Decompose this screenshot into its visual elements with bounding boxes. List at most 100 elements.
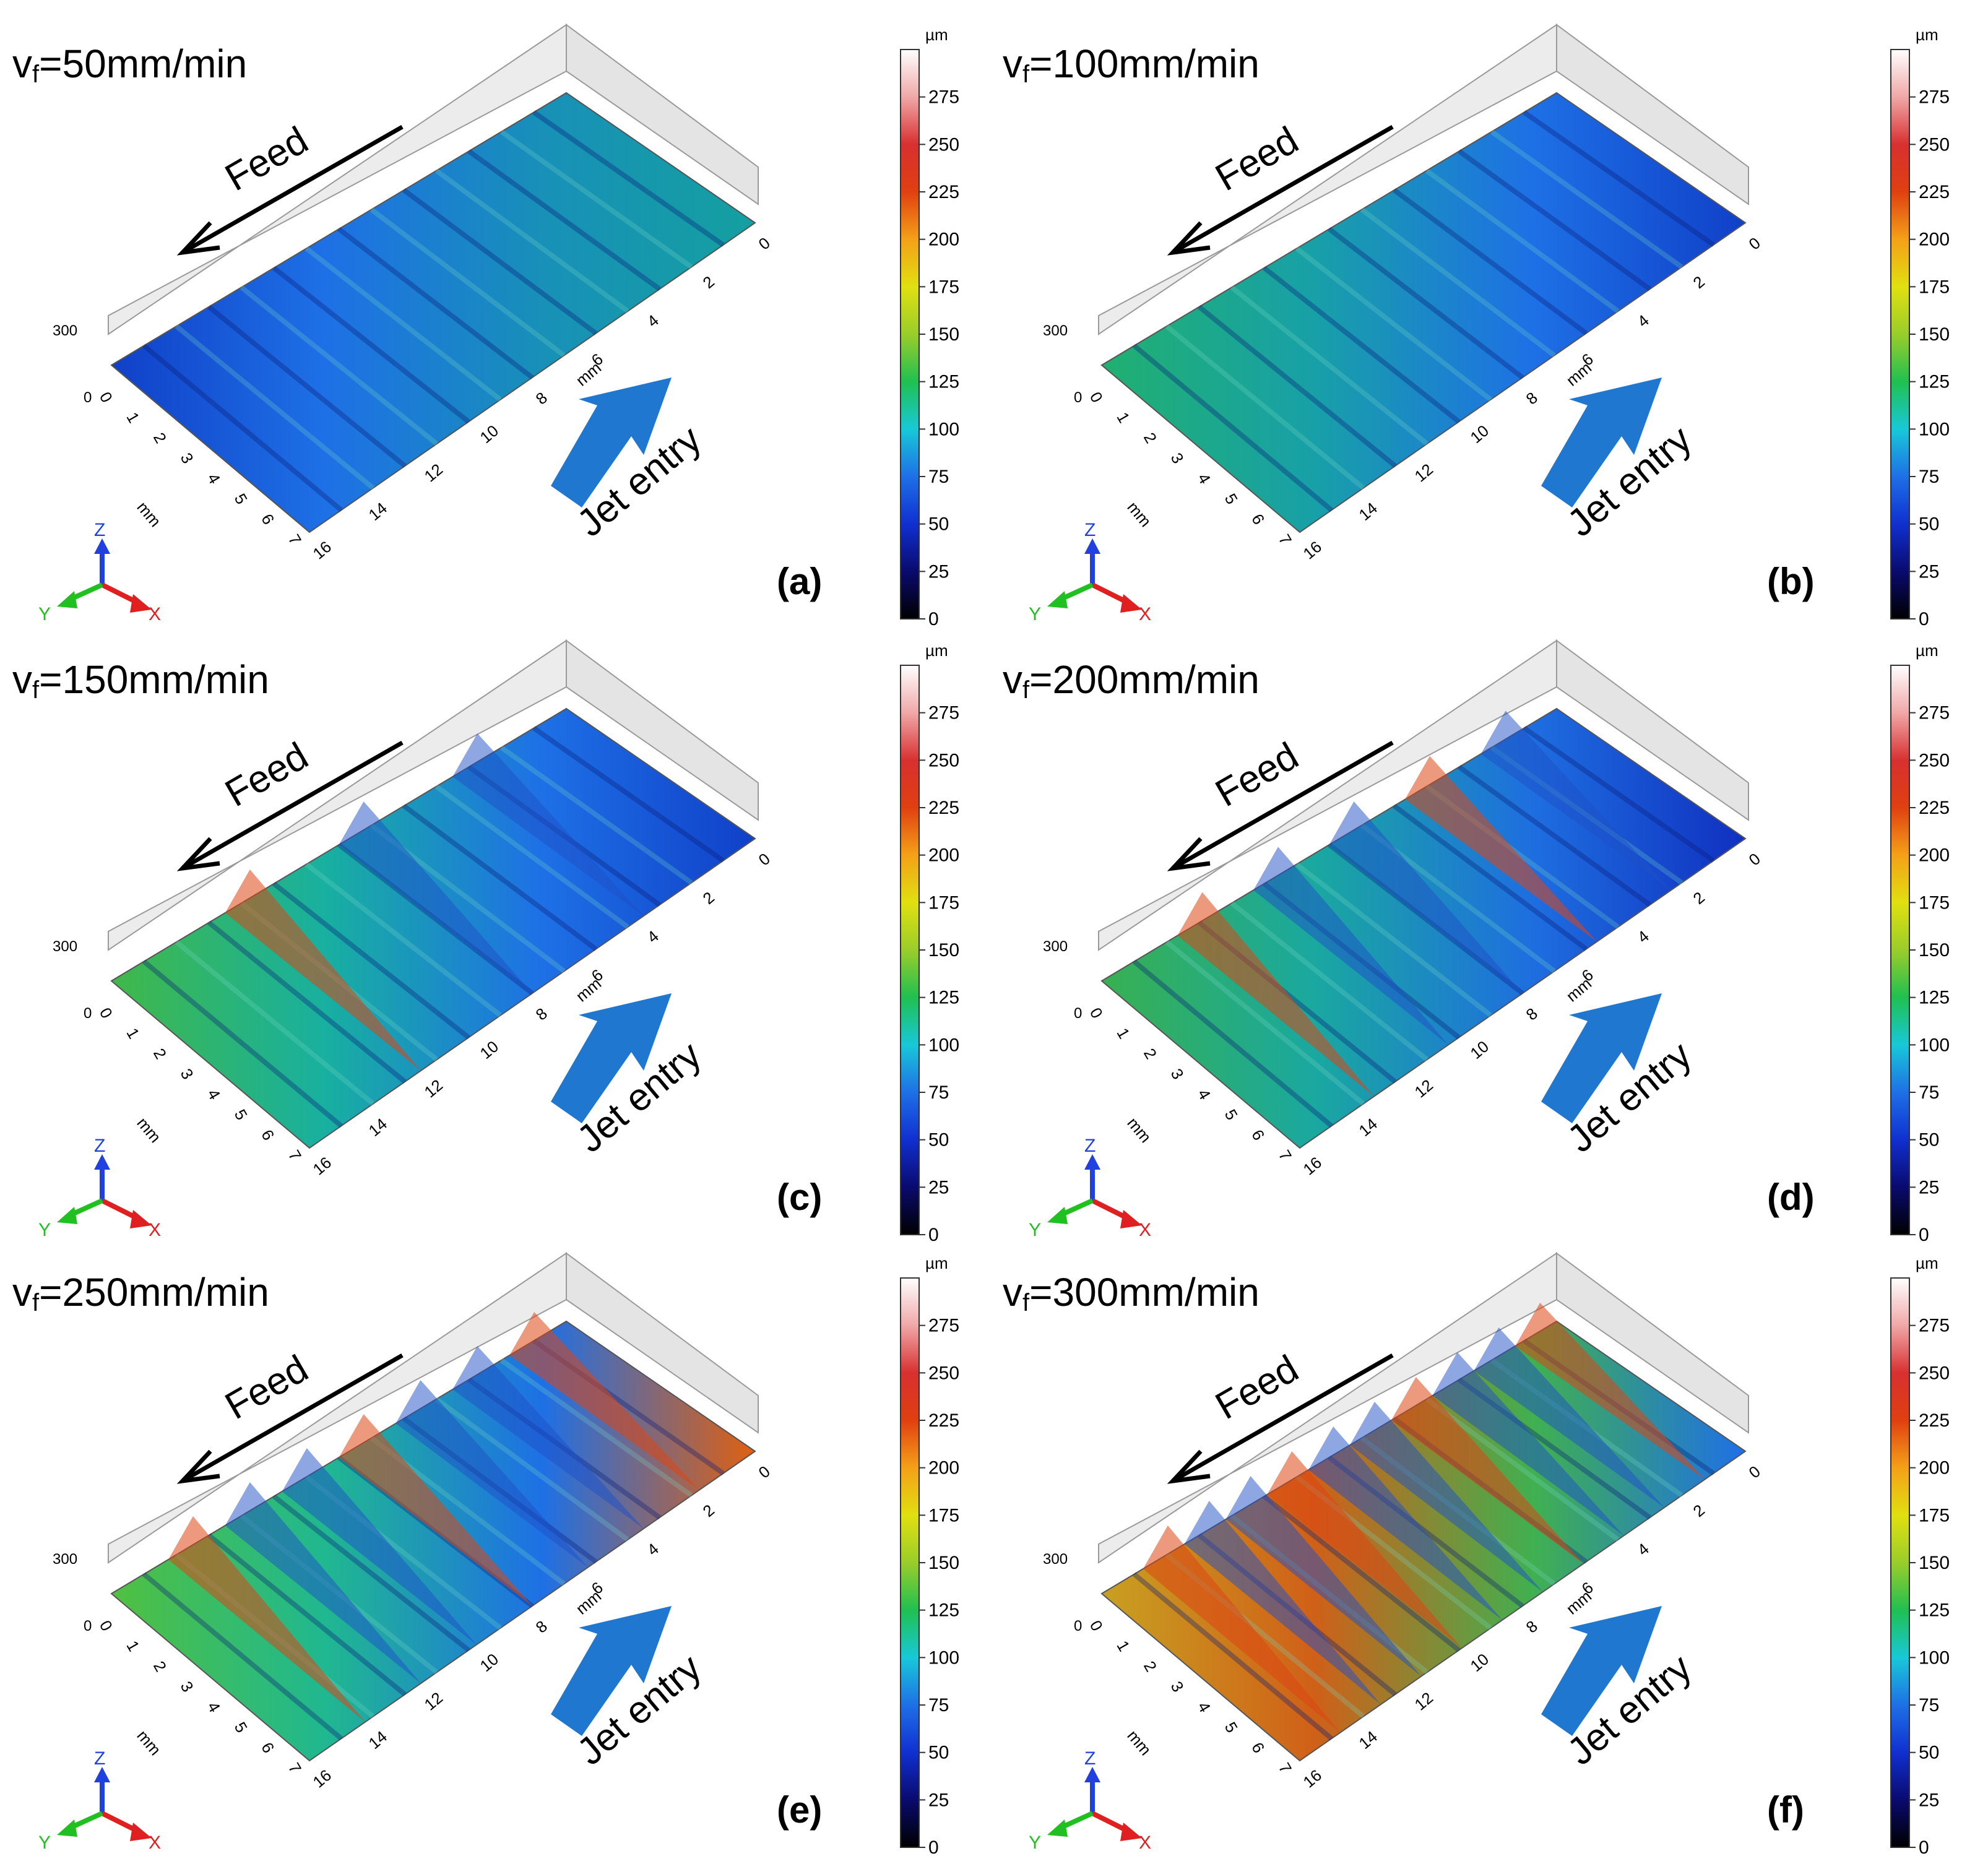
surface-peak	[282, 1448, 477, 1645]
panel-label: (a)	[777, 561, 822, 602]
surface-striation	[1393, 803, 1588, 951]
x-axis-letter: X	[1139, 1832, 1151, 1853]
back-wall-right	[566, 639, 759, 821]
feed-arrow-line	[184, 124, 404, 253]
x-axis-letter: X	[149, 1832, 161, 1853]
x-axis-tick: 16	[309, 1153, 335, 1179]
surface-striation	[467, 149, 662, 291]
surface-striation	[240, 285, 439, 446]
x-axis-tick: 16	[309, 1766, 335, 1792]
colorbar-unit: µm	[1916, 25, 1938, 44]
title-subscript: f	[32, 1289, 40, 1316]
colorbar-tick: 125	[1919, 988, 1950, 1008]
surface-striation	[142, 343, 343, 512]
panel-d: vf=200mm/min0246810121416mm01234567mm300…	[1003, 639, 1950, 1245]
colorbar-tick: 100	[1919, 1647, 1950, 1668]
y-axis-tick: 7	[1275, 531, 1295, 548]
x-axis-letter: X	[149, 1220, 161, 1240]
colorbar-tick: 0	[1919, 1837, 1929, 1858]
colorbar-tick: 250	[928, 1363, 959, 1383]
surface-striation	[402, 188, 598, 335]
surface-striation	[337, 227, 534, 380]
title-rest: =50mm/min	[39, 41, 247, 86]
y-axis-tick: 2	[150, 1658, 170, 1675]
jet-entry-arrow	[551, 993, 672, 1123]
y-axis-tick: 0	[1086, 1617, 1107, 1634]
feed-arrow-line	[184, 740, 404, 869]
x-axis-tick: 14	[1355, 499, 1381, 525]
z-axis-tick: 300	[53, 1551, 77, 1568]
surface-striation	[1132, 1572, 1333, 1741]
title-rest: =300mm/min	[1029, 1270, 1260, 1314]
x-axis-tick: 0	[755, 1462, 774, 1482]
z-axis-tick: 0	[1074, 1618, 1082, 1634]
colorbar-tick: 150	[1919, 940, 1950, 960]
colorbar-tick: 100	[928, 1035, 959, 1055]
z-axis-tick: 0	[84, 1005, 92, 1022]
colorbar-tick: 175	[1919, 1505, 1950, 1526]
panel-title: vf=250mm/min	[12, 1270, 269, 1316]
x-axis-tick: 8	[1523, 1004, 1541, 1024]
title-rest: =250mm/min	[39, 1270, 269, 1314]
panel-label: (c)	[777, 1176, 822, 1218]
y-axis-tick: 6	[257, 511, 278, 528]
y-axis-tick: 0	[1086, 1004, 1107, 1022]
x-axis-tick: 12	[421, 460, 446, 486]
title-subscript: f	[1022, 676, 1030, 704]
colorbar-tick: 50	[928, 514, 949, 535]
surface-striation	[1132, 343, 1333, 512]
colorbar-tick: 175	[1919, 277, 1950, 297]
surface	[110, 92, 756, 533]
title-rest: =200mm/min	[1029, 657, 1260, 702]
z-axis-tick: 300	[53, 322, 77, 339]
z-axis-tick: 0	[84, 389, 92, 406]
jet-entry-arrow	[551, 378, 672, 507]
surface-peak	[225, 1482, 421, 1683]
colorbar-tick: 0	[928, 609, 939, 629]
colorbar-tick: 275	[928, 1316, 959, 1336]
y-axis-tick: 3	[177, 1678, 197, 1696]
z-axis-letter: Z	[1084, 1748, 1096, 1769]
z-axis-arrow-head	[1084, 538, 1100, 554]
x-axis-tick: 10	[1467, 1650, 1492, 1676]
x-axis-tick: 10	[477, 1650, 502, 1676]
colorbar-tick: 75	[1919, 467, 1939, 487]
surface-striation	[1230, 901, 1429, 1062]
surface-peak	[1143, 1526, 1341, 1733]
colorbar-tick: 50	[1919, 514, 1939, 535]
y-axis-tick: 4	[1194, 1086, 1214, 1103]
colorbar-tick: 25	[1919, 1790, 1939, 1810]
y-axis-tick: 2	[1140, 1045, 1160, 1063]
x-axis-tick: 12	[1411, 1076, 1437, 1102]
y-axis-tick: 3	[1167, 1678, 1188, 1696]
surface-peak	[452, 1346, 644, 1529]
y-axis-letter: Y	[1029, 1220, 1041, 1240]
y-axis-arrow-head	[57, 1207, 77, 1224]
surface-striation	[142, 1572, 343, 1741]
y-axis-tick: 5	[1221, 1106, 1242, 1123]
colorbar-tick: 200	[928, 845, 959, 866]
surface-striation	[370, 207, 566, 358]
surface-striation	[1165, 324, 1365, 490]
y-axis-tick: 6	[257, 1126, 278, 1144]
surface	[1100, 92, 1747, 533]
colorbar	[900, 665, 920, 1235]
colorbar	[1890, 49, 1910, 619]
colorbar-tick: 200	[928, 230, 959, 250]
y-axis-tick: 1	[123, 409, 143, 426]
z-axis-tick: 0	[84, 1618, 92, 1634]
x-axis-arrow-head	[1120, 1823, 1142, 1841]
colorbar-tick: 125	[928, 372, 959, 392]
colorbar-tick: 0	[928, 1837, 939, 1858]
colorbar	[1890, 665, 1910, 1235]
title-rest: =100mm/min	[1029, 41, 1260, 86]
surface-striation	[1197, 304, 1397, 468]
title-v: v	[12, 657, 32, 702]
x-axis-tick: 0	[1745, 849, 1764, 869]
colorbar-tick: 200	[928, 1458, 959, 1478]
colorbar-tick: 225	[1919, 182, 1950, 202]
x-axis-tick: 10	[1467, 1037, 1492, 1063]
surface-peak	[1405, 756, 1597, 942]
x-axis-tick: 4	[644, 311, 662, 330]
x-axis-tick: 14	[365, 499, 391, 525]
